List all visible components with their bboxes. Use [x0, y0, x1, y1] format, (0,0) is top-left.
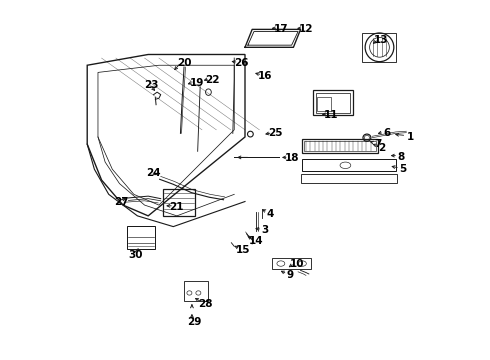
Text: 9: 9	[286, 270, 294, 280]
Text: 25: 25	[268, 129, 283, 138]
Text: 12: 12	[299, 24, 313, 35]
Text: 17: 17	[273, 24, 288, 35]
Text: 18: 18	[284, 153, 299, 163]
Text: 27: 27	[114, 197, 128, 207]
Bar	[272, 258, 311, 269]
Text: 20: 20	[177, 58, 191, 68]
Bar	[300, 174, 397, 183]
Bar	[184, 282, 208, 301]
Text: 13: 13	[374, 35, 389, 45]
Text: 24: 24	[146, 168, 161, 178]
Bar	[362, 33, 396, 62]
Text: 23: 23	[145, 80, 159, 90]
Bar	[163, 189, 195, 216]
Text: 1: 1	[406, 132, 414, 142]
Text: 7: 7	[374, 139, 381, 149]
Bar	[302, 139, 378, 153]
Text: 8: 8	[397, 152, 405, 162]
Text: 21: 21	[170, 202, 184, 212]
Bar	[126, 226, 155, 249]
Text: 3: 3	[261, 225, 269, 235]
Text: 28: 28	[198, 299, 213, 309]
Text: 26: 26	[234, 58, 248, 68]
Text: 6: 6	[383, 129, 390, 138]
Text: 5: 5	[399, 164, 406, 174]
Bar	[313, 90, 353, 116]
Bar	[304, 140, 376, 151]
Text: 16: 16	[257, 71, 272, 81]
Text: 19: 19	[190, 78, 204, 88]
Text: 4: 4	[267, 209, 274, 219]
Text: 14: 14	[248, 236, 263, 246]
Text: 30: 30	[128, 250, 143, 260]
Text: 11: 11	[324, 111, 338, 121]
Bar	[316, 93, 350, 113]
Text: 2: 2	[378, 143, 385, 153]
Text: 15: 15	[236, 245, 250, 255]
Text: 22: 22	[205, 75, 220, 85]
Text: 29: 29	[188, 317, 202, 327]
Bar	[317, 97, 331, 111]
Text: 10: 10	[290, 259, 304, 269]
Bar	[302, 159, 395, 171]
